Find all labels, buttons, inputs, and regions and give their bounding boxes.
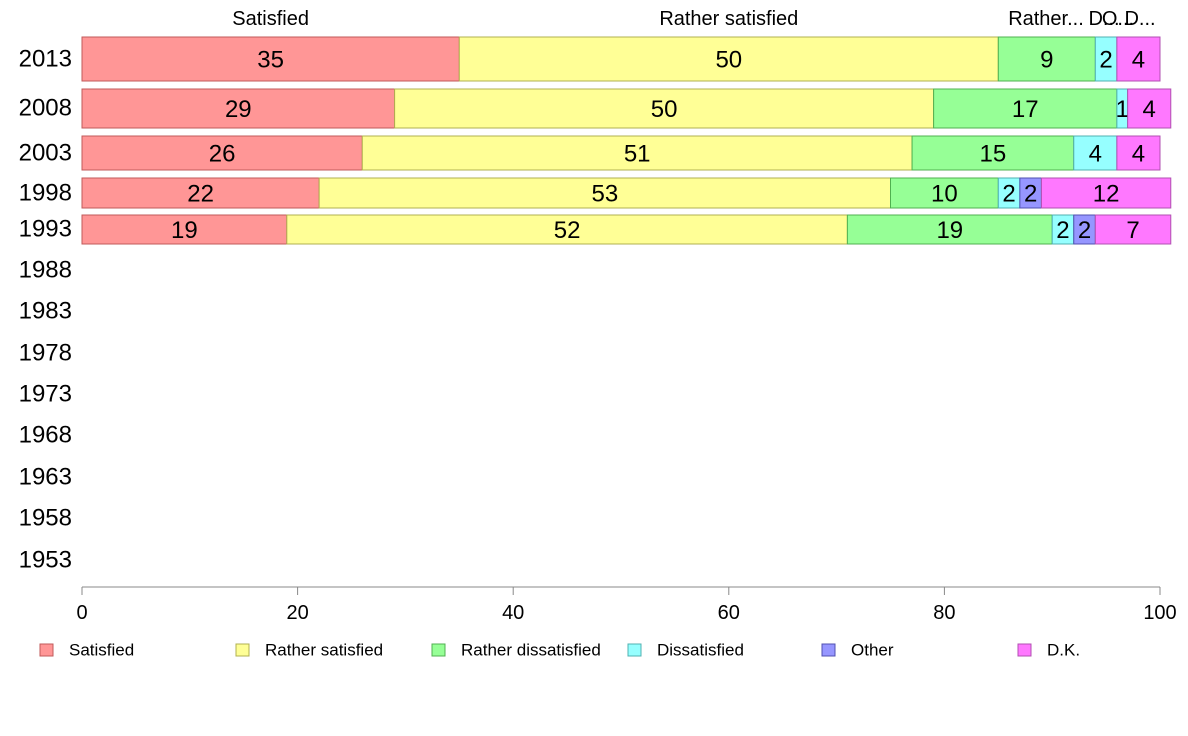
bar-2008-d-k [1127, 88, 1172, 129]
bar-1993-rather-dissatisfied [846, 214, 1053, 245]
data-label-1998-dissatisfied: 2 [1002, 181, 1015, 208]
y-label-1968: 1968 [19, 422, 72, 449]
bar-2003-satisfied [81, 135, 363, 171]
bar-1998-rather-dissatisfied [890, 177, 999, 209]
bar-2008-satisfied [81, 88, 396, 129]
bar-1998-d-k [1040, 177, 1172, 209]
data-label-2008-rather-dissatisfied: 17 [1012, 96, 1039, 123]
bar-2008-rather-dissatisfied [933, 88, 1118, 129]
bar-2008-rather-satisfied [394, 88, 935, 129]
x-tick-label-60: 60 [718, 602, 740, 624]
data-label-1993-rather-dissatisfied: 19 [936, 217, 963, 244]
top-header-rather-dissatisfied: Rather... [1008, 8, 1084, 30]
legend-label-dissatisfied: Dissatisfied [657, 641, 744, 660]
bar-2003-dissatisfied [1073, 135, 1118, 171]
x-tick-label-80: 80 [933, 602, 955, 624]
x-axis: 0 20 40 60 80 100 [76, 586, 1177, 624]
y-label-2008: 2008 [19, 95, 72, 122]
x-tick-label-20: 20 [286, 602, 308, 624]
data-label-2008-dissatisfied: 1 [1116, 96, 1129, 123]
legend-label-other: Other [851, 641, 894, 660]
y-label-1978: 1978 [19, 340, 72, 367]
data-label-1998-other: 2 [1024, 181, 1037, 208]
legend-swatch-rather-satisfied [235, 643, 250, 657]
legend-label-rather-dissatisfied: Rather dissatisfied [461, 641, 601, 660]
x-tick-label-0: 0 [76, 602, 87, 624]
data-label-2008-d-k: 4 [1143, 96, 1156, 123]
y-label-1988: 1988 [19, 257, 72, 284]
data-label-1993-dissatisfied: 2 [1056, 217, 1069, 244]
y-label-1953: 1953 [19, 547, 72, 574]
legend-swatch-other [821, 643, 836, 657]
y-label-1963: 1963 [19, 464, 72, 491]
data-label-2013-rather-satisfied: 50 [715, 47, 742, 74]
bar-1998-rather-satisfied [318, 177, 892, 209]
bar-2003-d-k [1116, 135, 1161, 171]
data-label-2013-satisfied: 35 [257, 47, 284, 74]
legend-label-satisfied: Satisfied [69, 641, 134, 660]
data-label-1998-satisfied: 22 [187, 181, 214, 208]
data-label-2003-rather-satisfied: 51 [624, 141, 651, 168]
data-label-1993-rather-satisfied: 52 [554, 217, 581, 244]
data-label-1998-d-k: 12 [1093, 181, 1120, 208]
bar-1993-satisfied [81, 214, 288, 245]
data-label-2003-d-k: 4 [1132, 141, 1145, 168]
data-label-2013-d-k: 4 [1132, 47, 1145, 74]
data-label-2008-rather-satisfied: 50 [651, 96, 678, 123]
y-label-1993: 1993 [19, 216, 72, 243]
data-label-2013-rather-dissatisfied: 9 [1040, 47, 1053, 74]
data-label-2003-rather-dissatisfied: 15 [980, 141, 1007, 168]
top-header-dissatisfied: D... [1088, 8, 1119, 30]
x-tick-label-40: 40 [502, 602, 524, 624]
y-label-2003: 2003 [19, 140, 72, 167]
top-header-rather-satisfied: Rather satisfied [659, 8, 798, 30]
bar-2013-d-k [1116, 36, 1161, 82]
top-headers: Satisfied Rather satisfied Rather... D...O.… [232, 8, 1155, 30]
legend: Satisfied Rather satisfied Rather dissatis… [39, 641, 1080, 660]
legend-swatch-satisfied [39, 643, 54, 657]
legend-label-rather-satisfied: Rather satisfied [265, 641, 383, 660]
top-header-other: O... [1102, 8, 1134, 30]
data-label-2003-satisfied: 26 [209, 141, 236, 168]
legend-swatch-dissatisfied [627, 643, 642, 657]
data-label-2013-dissatisfied: 2 [1099, 47, 1112, 74]
x-tick-label-100: 100 [1143, 602, 1176, 624]
bar-1993-d-k [1094, 214, 1172, 245]
data-label-1998-rather-dissatisfied: 10 [931, 181, 958, 208]
top-header-satisfied: Satisfied [232, 8, 309, 30]
top-header-d-k: D... [1124, 8, 1155, 30]
legend-label-d-k: D.K. [1047, 641, 1080, 660]
legend-swatch-rather-dissatisfied [431, 643, 446, 657]
y-label-1998: 1998 [19, 180, 72, 207]
y-label-1958: 1958 [19, 505, 72, 532]
legend-swatch-d-k [1017, 643, 1032, 657]
bar-1998-satisfied [81, 177, 320, 209]
data-label-1993-other: 2 [1078, 217, 1091, 244]
data-label-2008-satisfied: 29 [225, 96, 252, 123]
bar-2003-rather-dissatisfied [911, 135, 1075, 171]
bar-2013-satisfied [81, 36, 460, 82]
data-label-1993-d-k: 7 [1126, 217, 1139, 244]
data-label-1993-satisfied: 19 [171, 217, 198, 244]
y-axis-labels: 2013 2008 2003 1998 1993 1988 1983 1978 1973 1968… [19, 46, 72, 574]
data-label-2003-dissatisfied: 4 [1089, 141, 1102, 168]
y-label-1983: 1983 [19, 298, 72, 325]
y-label-1973: 1973 [19, 381, 72, 408]
y-label-2013: 2013 [19, 46, 72, 73]
bar-2013-rather-dissatisfied [997, 36, 1096, 82]
data-label-1998-rather-satisfied: 53 [591, 181, 618, 208]
